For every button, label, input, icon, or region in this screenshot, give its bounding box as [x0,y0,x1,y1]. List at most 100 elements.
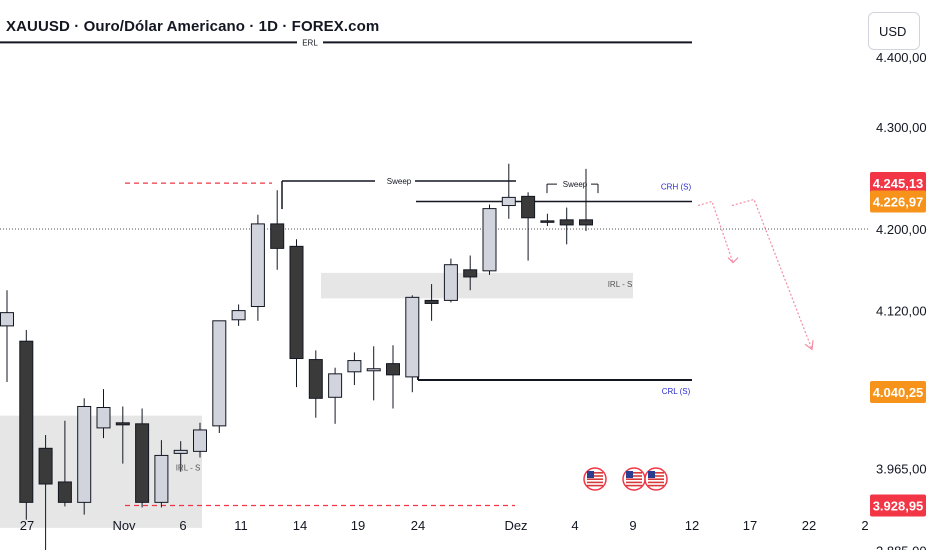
chart-title: XAUUSD · Ouro/Dólar Americano · 1D · FOR… [6,18,380,35]
zones [0,272,633,528]
flag-stripe [626,478,642,480]
candle-body [38,447,53,485]
flag-stripe [648,484,664,487]
x-tick-label: 2 [861,518,868,533]
candle-body [173,449,188,454]
flag-stripe [587,475,603,477]
flag-stripe [587,472,603,474]
candle-body [405,296,420,378]
x-axis: 27 Nov 6 11 14 19 24 Dez 4 9 12 17 22 2 [20,518,869,533]
x-tick-label: 22 [802,518,816,533]
x-tick-label: 24 [411,518,425,533]
x-tick-label: 9 [629,518,636,533]
x-tick-label: 17 [743,518,757,533]
y-tick-label: 4.300,00 [876,120,927,135]
candle-body [521,195,536,219]
candle-body [0,312,14,327]
candle-body [77,405,92,503]
projection-arrowhead [804,340,814,351]
x-tick-label: 4 [571,518,578,533]
candle-body [463,269,478,278]
candle-body [579,219,593,226]
flag-canton [587,471,594,478]
candle-body [212,320,227,427]
candle-body [559,219,574,226]
candle-body [308,359,323,399]
crl-label: CRL (S) [662,387,691,396]
flag-canton [648,471,655,478]
y-tick-label-top: 4.400,00 [876,50,927,65]
y-tick-label: 3.885,00 [876,543,927,550]
candles [0,163,593,550]
candle-body [250,223,265,308]
x-tick-label: Dez [504,518,527,533]
projections [697,198,814,351]
price-badge [870,190,926,213]
us-flag-icon[interactable] [583,467,607,491]
flag-stripe [648,478,664,480]
projection-arrowhead [727,257,739,264]
candle-body [540,220,555,223]
candle-body [347,360,362,373]
x-tick-label: Nov [112,518,136,533]
events [583,467,668,491]
candle-body [424,299,439,304]
y-tick-label: 3.965,00 [876,462,927,477]
candle-body [386,363,400,376]
y-tick-label: 4.120,00 [876,304,927,319]
price-badge [870,494,926,517]
candle-body [57,481,72,503]
price-badge [870,380,926,403]
price-badge-label: 4.245,13 [873,176,924,191]
flag-stripe [587,478,603,480]
y-tick-label: 4.200,00 [876,222,927,237]
flag-stripe [626,475,642,477]
flag-stripe [626,481,642,484]
flag-stripe [587,484,603,487]
flag-stripe [648,481,664,484]
levels [0,41,868,507]
y-axis: 4.300,00 4.200,00 4.120,00 3.965,00 3.885,00… [870,50,927,550]
projection-path-2 [731,198,813,350]
irl-label-lower: IRL - S [176,464,201,473]
us-flag-icon[interactable] [644,467,668,491]
candle-body [501,196,516,207]
candle-body [231,310,246,321]
flag-stripe [626,472,642,474]
candle-body [193,429,207,452]
candle-body [19,340,34,503]
crh-label: CRH (S) [661,182,692,191]
sweep-label: Sweep [387,177,412,186]
candle-body [443,264,458,301]
sweep2-label: Sweep [563,180,588,189]
currency-button[interactable]: USD [868,12,920,50]
candle-body [289,245,304,360]
candle-body [115,422,130,426]
annotations: ERL Sweep CRH (S) Sweep CRL (S) IRL - S IRL - … [176,38,692,472]
candle-body [96,407,111,429]
flag-stripe [626,484,642,487]
flag-stripe [648,472,664,474]
candle-body [154,454,169,503]
us-flag-icon[interactable] [622,467,646,491]
projection-path-1 [697,200,734,263]
x-tick-label: 6 [179,518,186,533]
x-tick-label: 14 [293,518,307,533]
price-badge [870,171,926,194]
price-badge-label: 4.226,97 [873,194,924,209]
candle-body [135,423,150,503]
price-badge-label: 3.928,95 [873,498,924,513]
flag-stripe [587,481,603,484]
x-tick-label: 12 [685,518,699,533]
erl-label: ERL [302,38,318,47]
x-tick-label: 19 [351,518,365,533]
irl-label-upper: IRL - S [608,280,633,289]
candle-body [270,223,285,249]
x-tick-label: 27 [20,518,34,533]
candle-body [482,208,497,272]
x-tick-label: 11 [234,518,248,533]
flag-stripe [648,475,664,477]
flag-canton [626,471,633,478]
candle-body [328,373,343,398]
